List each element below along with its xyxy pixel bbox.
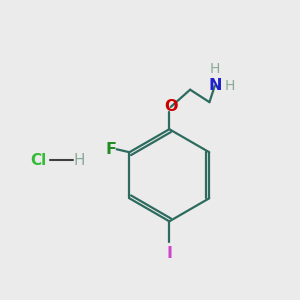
Text: H: H bbox=[210, 62, 220, 76]
Text: F: F bbox=[105, 142, 116, 157]
Text: H: H bbox=[74, 153, 85, 168]
Text: Cl: Cl bbox=[30, 153, 47, 168]
Text: H: H bbox=[225, 79, 236, 93]
Text: O: O bbox=[164, 99, 178, 114]
Text: I: I bbox=[166, 246, 172, 261]
Text: N: N bbox=[208, 78, 221, 93]
